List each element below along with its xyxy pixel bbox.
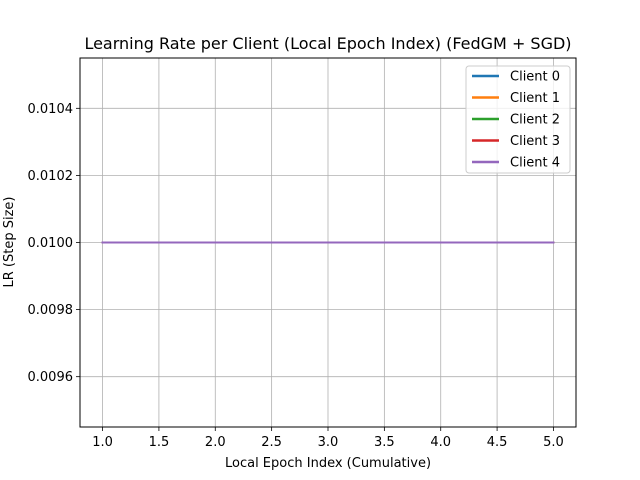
y-tick-label: 0.0104 bbox=[28, 102, 74, 117]
legend-label: Client 2 bbox=[510, 113, 560, 128]
x-tick-label: 2.0 bbox=[205, 435, 226, 450]
legend: Client 0 Client 1 Client 2 Client 3 Client 4 bbox=[465, 65, 571, 174]
x-tick-label: 5.0 bbox=[543, 435, 564, 450]
y-tick-label: 0.0100 bbox=[28, 236, 74, 251]
y-axis-title: LR (Step Size) bbox=[2, 197, 17, 288]
x-tick-label: 2.5 bbox=[261, 435, 282, 450]
x-tick-label: 4.5 bbox=[487, 435, 508, 450]
y-tick-label: 0.0102 bbox=[28, 169, 74, 184]
chart-title: Learning Rate per Client (Local Epoch In… bbox=[84, 34, 571, 53]
legend-box bbox=[465, 65, 571, 174]
y-axis-ticks: 0.0096 0.0098 0.0100 0.0102 0.0104 bbox=[28, 102, 80, 385]
y-tick-label: 0.0096 bbox=[28, 370, 74, 385]
legend-label: Client 4 bbox=[510, 156, 560, 171]
y-tick-label: 0.0098 bbox=[28, 303, 74, 318]
x-tick-label: 1.0 bbox=[92, 435, 113, 450]
x-axis-ticks: 1.0 1.5 2.0 2.5 3.0 3.5 4.0 4.5 5.0 bbox=[92, 427, 564, 450]
x-tick-label: 1.5 bbox=[149, 435, 170, 450]
legend-label: Client 1 bbox=[510, 91, 560, 106]
legend-label: Client 0 bbox=[510, 70, 560, 85]
x-tick-label: 3.5 bbox=[374, 435, 395, 450]
legend-label: Client 3 bbox=[510, 134, 560, 149]
x-tick-label: 4.0 bbox=[430, 435, 451, 450]
x-axis-title: Local Epoch Index (Cumulative) bbox=[225, 456, 431, 471]
x-tick-label: 3.0 bbox=[318, 435, 339, 450]
